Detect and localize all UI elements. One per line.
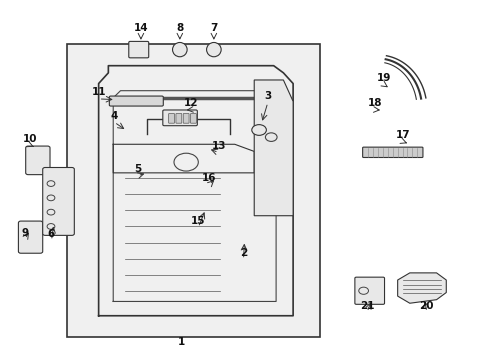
Text: 17: 17: [395, 130, 410, 140]
FancyBboxPatch shape: [109, 96, 163, 106]
FancyBboxPatch shape: [354, 277, 384, 304]
Text: 8: 8: [176, 23, 183, 33]
FancyBboxPatch shape: [168, 113, 174, 123]
Text: 6: 6: [48, 229, 55, 239]
FancyBboxPatch shape: [176, 113, 182, 123]
FancyBboxPatch shape: [67, 44, 319, 337]
Text: 21: 21: [359, 301, 373, 311]
Circle shape: [251, 125, 266, 135]
Text: 4: 4: [110, 111, 118, 121]
Text: 3: 3: [264, 91, 271, 101]
Ellipse shape: [172, 42, 187, 57]
Text: 9: 9: [21, 228, 28, 238]
Text: 16: 16: [202, 173, 216, 183]
Polygon shape: [254, 80, 292, 216]
FancyBboxPatch shape: [42, 167, 74, 235]
Text: 19: 19: [376, 73, 390, 83]
Polygon shape: [397, 273, 446, 303]
Text: 13: 13: [211, 141, 225, 151]
Text: 10: 10: [23, 134, 38, 144]
Text: 15: 15: [191, 216, 205, 226]
FancyBboxPatch shape: [183, 113, 189, 123]
Ellipse shape: [206, 42, 221, 57]
FancyBboxPatch shape: [128, 41, 148, 58]
Text: 11: 11: [91, 87, 106, 98]
Text: 12: 12: [183, 98, 198, 108]
Text: 1: 1: [177, 337, 184, 347]
FancyBboxPatch shape: [190, 113, 196, 123]
FancyBboxPatch shape: [26, 146, 50, 175]
Text: 20: 20: [419, 301, 433, 311]
Text: 7: 7: [210, 23, 217, 33]
FancyBboxPatch shape: [19, 221, 42, 253]
Text: 14: 14: [133, 23, 148, 33]
Text: 2: 2: [240, 248, 246, 258]
Text: 18: 18: [367, 98, 381, 108]
FancyBboxPatch shape: [362, 147, 422, 157]
Text: 5: 5: [134, 164, 141, 174]
FancyBboxPatch shape: [163, 110, 197, 126]
